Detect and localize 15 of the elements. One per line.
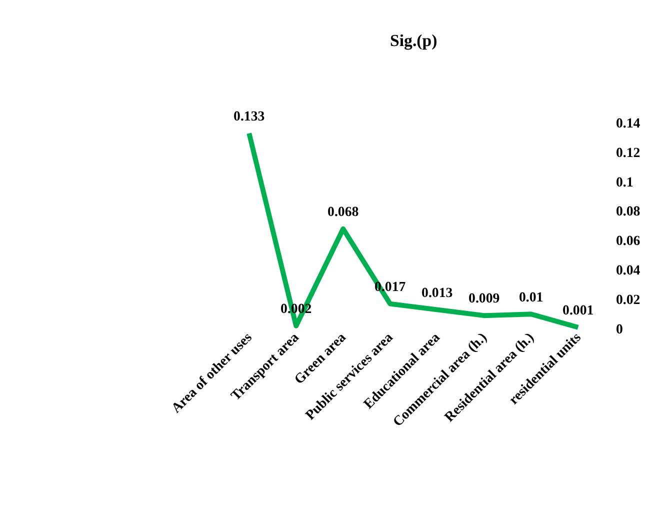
data-label: 0.013 <box>422 284 453 300</box>
y-tick-label: 0.02 <box>616 292 640 307</box>
data-label: 0.009 <box>468 290 500 306</box>
y-tick-label: 0 <box>616 321 623 336</box>
y-tick-label: 0.12 <box>616 144 640 160</box>
y-tick-label: 0.08 <box>616 204 640 219</box>
y-tick-label: 0.06 <box>616 233 640 248</box>
data-label: 0.068 <box>328 204 359 219</box>
y-tick-label: 0.1 <box>616 174 634 190</box>
y-tick-label: 0.04 <box>616 262 640 278</box>
data-label: 0.001 <box>562 302 594 318</box>
y-tick-label: 0.14 <box>616 115 640 130</box>
data-label: 0.01 <box>519 289 544 304</box>
data-label: 0.133 <box>234 108 265 124</box>
chart-title: Sig.(p) <box>390 31 438 50</box>
